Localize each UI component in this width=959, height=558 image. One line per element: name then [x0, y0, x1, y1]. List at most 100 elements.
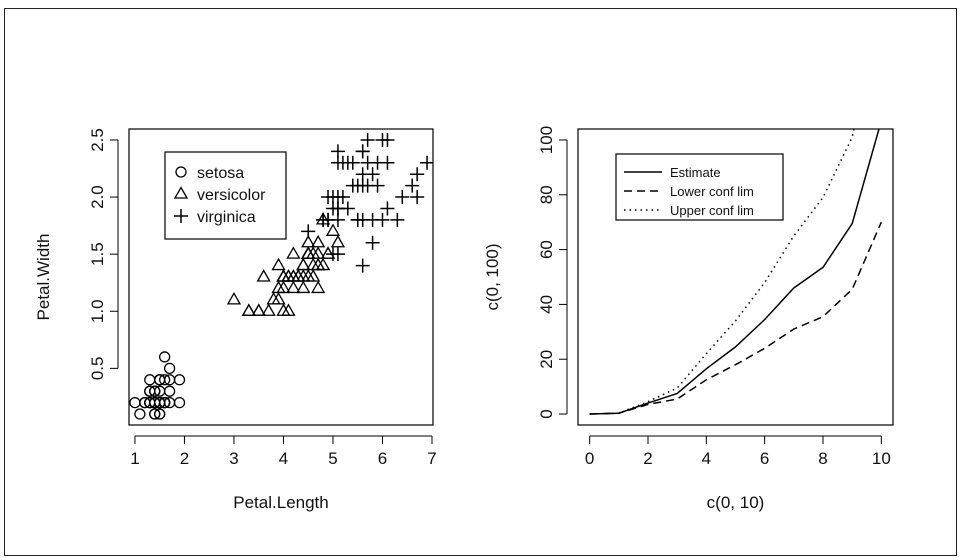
- setosa-point: [149, 408, 161, 420]
- versicolor-point: [301, 246, 316, 259]
- legend-setosa-marker: [175, 166, 187, 178]
- virginica-point: [380, 201, 395, 216]
- setosa-point: [154, 396, 166, 409]
- versicolor-point: [291, 269, 306, 282]
- conf-plot-box: [577, 128, 894, 426]
- conf-x-tick-label: 2: [643, 449, 652, 468]
- scatter-x-tick-label: 4: [279, 449, 288, 468]
- legend-versicolor-label: versicolor: [197, 187, 266, 204]
- versicolor-point: [281, 269, 296, 282]
- virginica-point: [355, 144, 370, 159]
- scatter-panel: 1 2 3 4 5 6 7 0.5 1.0 1.5 2.0 2.5 Petal.Length Petal.…: [34, 128, 437, 512]
- virginica-point: [360, 132, 375, 147]
- virginica-point: [355, 167, 370, 182]
- virginica-point: [420, 155, 433, 170]
- scatter-x-axis-label: Petal.Length: [233, 493, 328, 512]
- setosa-point: [173, 374, 186, 386]
- versicolor-point: [266, 292, 281, 305]
- legend-upper-conf-lim-label: Upper conf lim: [670, 203, 754, 218]
- conf-x-tick-label: 6: [760, 449, 769, 468]
- setosa-point: [163, 362, 176, 375]
- versicolor-point: [325, 223, 341, 236]
- versicolor-point: [261, 303, 276, 316]
- conf-legend-box: [615, 153, 784, 221]
- figure-frame: [4, 8, 957, 556]
- setosa-point: [144, 385, 156, 397]
- legend-virginica-label: virginica: [197, 209, 256, 226]
- virginica-point: [395, 190, 410, 205]
- versicolor-point: [281, 303, 296, 316]
- virginica-point: [410, 167, 425, 182]
- scatter-x-tick-label: 7: [427, 449, 436, 468]
- scatter-plot-box: [128, 128, 434, 426]
- scatter-x-tick-label: 1: [130, 449, 139, 468]
- scatter-y-tick-label: 2.5: [88, 128, 107, 152]
- virginica-point: [390, 212, 405, 227]
- series-upper-conf-lim-line: [589, 129, 855, 415]
- conf-y-tick-label: 100: [537, 126, 556, 154]
- versicolor-point: [241, 303, 256, 316]
- conf-x-tick-label: 4: [702, 449, 711, 468]
- versicolor-point: [315, 257, 331, 271]
- virginica-point: [355, 258, 370, 273]
- versicolor-point: [306, 257, 321, 271]
- virginica-point: [370, 155, 385, 170]
- conf-lines: [589, 129, 882, 415]
- virginica-point: [330, 212, 345, 227]
- versicolor-point: [251, 303, 266, 316]
- virginica-point: [335, 190, 350, 205]
- versicolor-point: [311, 280, 326, 294]
- setosa-point: [144, 374, 156, 386]
- versicolor-point: [256, 269, 271, 282]
- scatter-y-tick-label: 1.0: [88, 299, 107, 323]
- versicolor-point: [296, 280, 311, 294]
- scatter-y-tick-label: 1.5: [88, 242, 107, 266]
- versicolor-point: [320, 246, 336, 259]
- virginica-point: [380, 132, 395, 147]
- setosa-point: [173, 396, 186, 409]
- scatter-x-tick-label: 3: [229, 449, 238, 468]
- legend-estimate-label: Estimate: [670, 165, 721, 180]
- versicolor-point: [276, 280, 291, 294]
- legend-lower-conf-lim-label: Lower conf lim: [670, 184, 754, 199]
- conf-y-tick-label: 20: [537, 350, 556, 369]
- scatter-y-tick-label: 2.0: [88, 185, 107, 209]
- conf-x-tick-label: 10: [872, 449, 891, 468]
- setosa-point: [154, 408, 166, 420]
- scatter-x-tick-label: 5: [328, 449, 337, 468]
- setosa-point: [163, 385, 176, 397]
- conf-y-axis-label: c(0, 100): [483, 243, 502, 310]
- series-estimate-line: [589, 129, 880, 415]
- virginica-point: [405, 178, 420, 193]
- setosa-point: [149, 396, 161, 409]
- virginica-point: [375, 212, 390, 227]
- virginica-point: [410, 190, 425, 205]
- scatter-y-axis-label: Petal.Width: [34, 234, 53, 321]
- scatter-y-tick-label: 0.5: [88, 357, 107, 381]
- conf-x-tick-label: 0: [585, 449, 594, 468]
- series-lower-conf-lim-line: [589, 221, 882, 415]
- versicolor-point: [330, 234, 346, 248]
- virginica-point: [325, 201, 340, 216]
- versicolor-point: [226, 292, 242, 305]
- conf-x-axis-label: c(0, 10): [707, 493, 765, 512]
- virginica-point: [301, 224, 316, 239]
- scatter-x-tick-label: 6: [378, 449, 387, 468]
- virginica-point: [365, 235, 380, 250]
- scatter-legend: setosa versicolor virginica: [164, 151, 287, 240]
- conf-y-tick-label: 0: [537, 409, 556, 418]
- legend-versicolor-marker: [173, 186, 189, 199]
- legend-setosa-label: setosa: [197, 165, 244, 182]
- virginica-point: [316, 212, 331, 227]
- versicolor-point: [306, 269, 321, 282]
- setosa-point: [134, 408, 146, 420]
- conf-y-tick-label: 60: [537, 240, 556, 259]
- versicolor-point: [286, 246, 301, 259]
- setosa-point: [129, 396, 141, 409]
- conf-x-tick-label: 8: [818, 449, 827, 468]
- setosa-point: [149, 385, 161, 397]
- legend-virginica-marker: [174, 209, 188, 223]
- versicolor-point: [311, 246, 326, 259]
- setosa-point: [158, 374, 171, 386]
